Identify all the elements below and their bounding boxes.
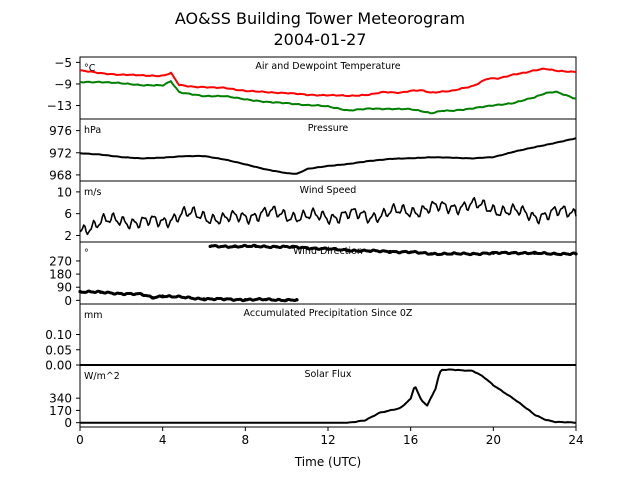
data-point	[450, 252, 454, 256]
data-point	[409, 250, 413, 254]
panel-title: Pressure	[308, 123, 349, 134]
series-dewpoint	[79, 80, 577, 115]
panel-title: Solar Flux	[305, 369, 352, 380]
series-pressure	[79, 137, 577, 175]
data-point	[305, 246, 309, 250]
data-point	[254, 244, 258, 248]
y-tick-label: 968	[49, 168, 72, 182]
data-point	[326, 247, 330, 251]
y-tick-label: 180	[49, 268, 72, 282]
y-tick-label: 976	[49, 124, 72, 138]
data-point	[208, 244, 212, 248]
panel-4: Accumulated Precipitation Since 0Z mm 0.10…	[45, 303, 577, 373]
data-point	[119, 291, 123, 296]
panel-2: Wind Speed m/s 10 6 2	[57, 180, 577, 243]
x-tick-label: 0	[76, 433, 84, 447]
data-point	[533, 251, 537, 255]
x-axis-label: Time (UTC)	[294, 455, 361, 469]
y-tick-label: 90	[57, 281, 72, 295]
y-tick-label: 340	[49, 392, 72, 406]
data-point	[78, 290, 82, 294]
data-point	[243, 298, 247, 302]
panel-0: Air and Dewpoint Temperature °C −5 −9 −13	[47, 56, 577, 120]
data-point	[429, 252, 433, 256]
y-tick-label: 270	[49, 254, 72, 268]
data-point	[295, 298, 299, 302]
data-point	[99, 290, 103, 294]
data-point	[471, 252, 475, 256]
y-tick-label: 0.05	[45, 343, 72, 357]
y-tick-label: 0	[64, 294, 72, 308]
y-tick-label: 10	[57, 185, 72, 199]
y-tick-label: 0	[64, 416, 72, 430]
panel-unit: W/m^2	[84, 371, 120, 382]
chart-title: AO&SS Building Tower Meteorogram	[175, 9, 465, 28]
data-point	[347, 248, 351, 252]
data-point	[491, 251, 495, 255]
panel-title: Wind Speed	[300, 185, 357, 196]
panel-unit: m/s	[84, 187, 101, 198]
panel-unit: °	[84, 248, 89, 259]
data-point	[223, 297, 227, 301]
data-point	[512, 251, 516, 255]
chart-subtitle: 2004-01-27	[274, 30, 367, 49]
panel-1: Pressure hPa 976 972 968	[49, 118, 577, 182]
x-tick-label: 20	[486, 433, 501, 447]
x-tick-label: 12	[320, 433, 335, 447]
series-dir_low	[78, 289, 299, 303]
panel-unit: hPa	[84, 125, 101, 136]
panels-group: Air and Dewpoint Temperature °C −5 −9 −13 Pre…	[45, 56, 578, 430]
data-point	[150, 295, 154, 300]
data-point	[574, 252, 578, 256]
data-point	[181, 295, 185, 300]
y-tick-label: −9	[54, 77, 72, 91]
data-point	[553, 252, 557, 256]
data-point	[161, 294, 165, 298]
series-wind_speed	[79, 196, 577, 236]
x-tick-label: 24	[568, 433, 583, 447]
series-solar	[80, 368, 576, 424]
data-point	[233, 244, 237, 248]
panel-title: Air and Dewpoint Temperature	[255, 61, 400, 72]
panel-title: Wind Direction	[293, 246, 363, 257]
panel-unit: °C	[84, 63, 96, 74]
panel-title: Accumulated Precipitation Since 0Z	[244, 308, 413, 319]
series-temperature	[79, 67, 577, 98]
data-point	[291, 245, 295, 249]
data-point	[367, 249, 371, 253]
data-point	[274, 245, 278, 249]
x-axis: 0 4 8 12 16 20 24	[76, 427, 584, 447]
y-tick-label: 972	[49, 146, 72, 160]
data-point	[285, 298, 289, 302]
series-dir_high	[208, 243, 578, 257]
y-tick-label: −5	[54, 56, 72, 70]
y-tick-label: 170	[49, 404, 72, 418]
y-tick-label: 6	[64, 207, 72, 221]
data-point	[264, 298, 268, 302]
data-point	[140, 292, 144, 297]
data-point	[202, 297, 206, 301]
x-tick-label: 16	[403, 433, 418, 447]
y-tick-label: 0.10	[45, 328, 72, 342]
y-tick-label: 2	[64, 229, 72, 243]
panel-unit: mm	[84, 310, 103, 321]
x-tick-label: 4	[159, 433, 167, 447]
y-tick-label: −13	[47, 99, 72, 113]
x-tick-label: 8	[242, 433, 250, 447]
y-tick-label: 0.00	[45, 359, 72, 373]
data-point	[388, 249, 392, 254]
